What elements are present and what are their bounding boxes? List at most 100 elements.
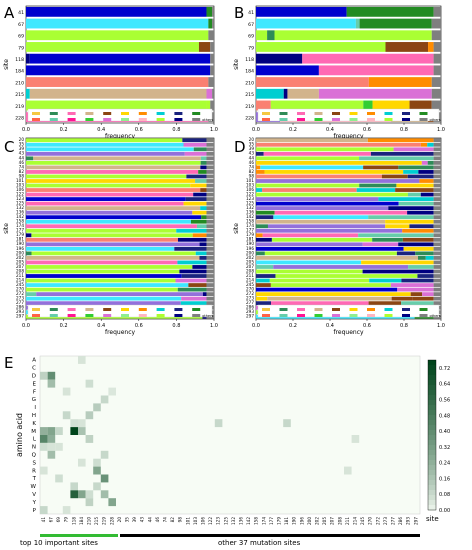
- bar-segment-c-174-1: [196, 224, 207, 229]
- tick-label-site-245: 245: [246, 282, 254, 287]
- heatmap-cell-M-67: [47, 427, 56, 435]
- bar-segment-a-41-0: [26, 6, 207, 17]
- tick-label-site-214: 214: [16, 277, 24, 282]
- bar-segment-c-158-0: [26, 219, 191, 224]
- bar-segment-c-82-1: [198, 170, 207, 174]
- bar-segment-d-177-0: [256, 228, 403, 233]
- bar-segment-d-122-0: [256, 192, 408, 197]
- colorbar-step: [428, 410, 436, 416]
- bar-segment-d-98-1: [381, 174, 408, 179]
- legend-swatch-P: [297, 118, 305, 121]
- tick-label-site-39: 39: [249, 146, 255, 151]
- bar-segment-d-211-1: [275, 274, 418, 278]
- tick-label-site-297: 297: [246, 314, 254, 319]
- tick-label-site-122: 122: [16, 191, 24, 196]
- x-axis-label-e: site: [426, 515, 439, 523]
- x-tick-label: 0.8: [172, 127, 180, 133]
- col-label-214: 214: [353, 517, 358, 525]
- bar-segment-b-118-0: [256, 53, 303, 64]
- heatmap-cell-V-210: [85, 490, 94, 499]
- bar-segment-a-69-1: [208, 30, 214, 41]
- bar-segment-c-211-0: [26, 274, 182, 278]
- tick-label-site-20: 20: [19, 137, 25, 142]
- heatmap-cell-Y-210: [85, 498, 94, 507]
- tick-label-site-207: 207: [246, 264, 254, 269]
- bar-segment-c-208-2: [206, 269, 214, 274]
- col-label-67: 67: [49, 517, 54, 523]
- colorbar-step: [428, 360, 436, 366]
- bar-segment-a-118-1: [29, 53, 211, 64]
- bar-segment-c-39-1: [193, 147, 207, 152]
- tick-label-site-44: 44: [19, 155, 25, 160]
- panel-label-a: A: [4, 4, 15, 22]
- bar-segment-b-67-2: [359, 18, 432, 29]
- colorbar-step: [428, 400, 436, 406]
- bar-segment-d-158-2: [433, 219, 441, 224]
- bar-segment-c-277-2: [206, 301, 214, 306]
- legend-swatch-L: [32, 314, 40, 317]
- colorbar-step: [428, 425, 436, 431]
- bar-segment-d-74-2: [363, 165, 399, 170]
- bar-segment-d-181-4: [433, 237, 441, 242]
- tick-label-site-39: 39: [19, 146, 25, 151]
- bar-segment-d-103-0: [256, 183, 360, 188]
- heatmap-cell-W-118: [70, 482, 78, 491]
- tick-label-site-46: 46: [19, 160, 25, 165]
- y-axis-label-c: site: [3, 223, 10, 234]
- col-label-177: 177: [269, 517, 274, 525]
- legend-swatch-W: [174, 314, 183, 317]
- heatmap-cell-N-67: [47, 442, 56, 451]
- heatmap-cell-H-79: [62, 411, 71, 420]
- bar-segment-b-219-1: [270, 100, 364, 111]
- bar-segment-c-200-1: [31, 251, 196, 256]
- bar-segment-c-142-2: [206, 215, 214, 220]
- legend-swatch-C: [279, 308, 288, 311]
- bar-segment-a-67-1: [208, 18, 213, 29]
- legend-swatch-N: [49, 314, 58, 317]
- bar-segment-d-270-0: [256, 287, 398, 292]
- bar-segment-c-103-0: [26, 183, 191, 188]
- bar-segment-d-44-1: [359, 156, 434, 161]
- col-label-190: 190: [292, 517, 297, 525]
- bar-segment-d-179-0: [256, 233, 263, 238]
- bar-segment-c-35-2: [206, 142, 214, 147]
- panel-label-c: C: [4, 138, 14, 156]
- bar-segment-c-270-1: [177, 287, 207, 292]
- tick-label-site-214: 214: [246, 277, 254, 282]
- legend-swatch-M: [419, 112, 428, 115]
- bar-segment-c-46-0: [26, 160, 201, 165]
- legend-swatch-M: [419, 308, 428, 311]
- bar-segment-d-272-0: [256, 292, 411, 297]
- tick-label-site-118: 118: [245, 57, 254, 63]
- bar-segment-c-136-0: [26, 210, 193, 215]
- bar-segment-c-202-2: [206, 256, 214, 260]
- bar-segment-d-177-2: [433, 228, 441, 233]
- bar-segment-d-158-1: [385, 219, 434, 224]
- bar-segment-d-122-1: [407, 192, 421, 197]
- bar-segment-c-207-0: [26, 265, 193, 269]
- panel-label-d: D: [234, 138, 246, 156]
- bar-segment-c-211-2: [206, 274, 214, 278]
- heatmap-cell-V-184: [78, 490, 86, 499]
- bar-segment-d-214-0: [256, 278, 270, 283]
- tick-label-site-20: 20: [249, 137, 255, 142]
- legend-c: others: [27, 304, 214, 318]
- bar-segment-b-184-2: [433, 65, 441, 76]
- tick-label-site-125: 125: [246, 201, 254, 206]
- y-axis-label-a: site: [3, 59, 10, 70]
- legend-swatch-S: [349, 118, 358, 121]
- heatmap-cell-K-118: [70, 419, 78, 428]
- heatmap-cell-L-210: [85, 435, 94, 443]
- bar-segment-b-215-4: [431, 88, 441, 99]
- x-tick-label: 0.0: [252, 127, 260, 133]
- bar-segment-b-215-1: [283, 88, 288, 99]
- legend-swatch-A: [32, 112, 40, 115]
- bar-segment-d-200-4: [433, 251, 441, 256]
- colorbar-tick-label: 0.64: [439, 382, 450, 388]
- bar-segment-c-123-0: [26, 197, 186, 201]
- bar-segment-d-174-3: [409, 224, 434, 229]
- col-label-44: 44: [147, 517, 152, 523]
- legend-swatch-V: [384, 314, 393, 317]
- tick-label-site-132: 132: [16, 205, 24, 210]
- bar-segment-d-245-1: [270, 283, 391, 287]
